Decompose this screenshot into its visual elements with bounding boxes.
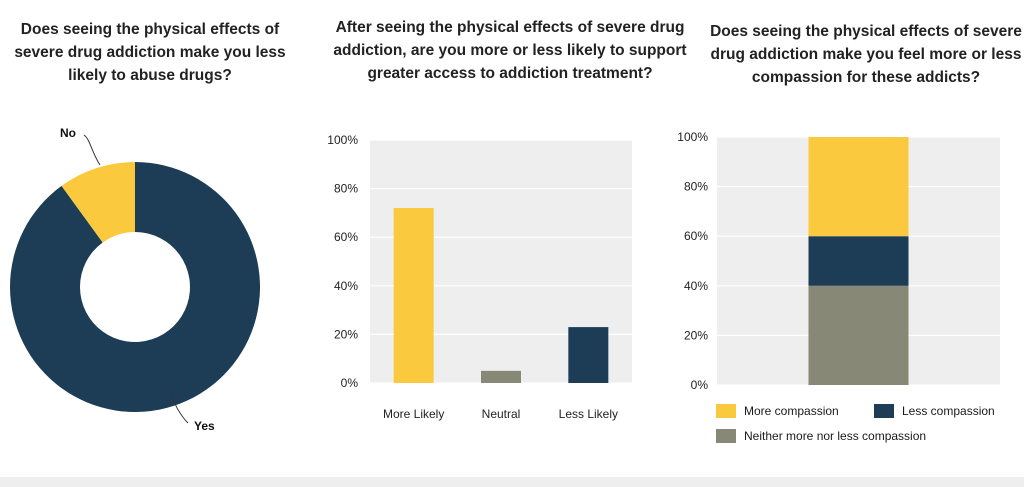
legend-label-neither: Neither more nor less compassion [744, 429, 927, 443]
bar-more-likely [393, 208, 434, 383]
bar-neutral [481, 370, 521, 383]
yes-leader-line [171, 396, 189, 424]
legend-swatch-gray [716, 429, 736, 443]
pie-label-yes: Yes [194, 419, 215, 433]
y-tick-label: 80% [334, 182, 358, 196]
footer-bar [0, 477, 1024, 487]
y-tick-label: 20% [684, 328, 708, 342]
donut-slice-no [61, 162, 136, 243]
stack-segment-neither-more-nor-less-compassion [808, 285, 909, 385]
legend-swatch-navy [874, 404, 894, 418]
y-tick-label: 40% [334, 279, 358, 293]
stacked-bar-compassion: 0% 20% 40% 60% 80% 100% [677, 130, 1000, 392]
legend-item-less: Less compassion [874, 404, 995, 418]
y-tick-label: 80% [684, 180, 708, 194]
stack-segment-more-compassion [808, 137, 909, 237]
y-tick-label: 40% [684, 279, 708, 293]
x-tick-label: Less Likely [559, 407, 618, 421]
legend-label-more: More compassion [744, 404, 839, 418]
chart3-title: Does seeing the physical effects of seve… [710, 23, 1022, 86]
chart1-title: Does seeing the physical effects of seve… [14, 21, 286, 84]
legend-item-more: More compassion [716, 404, 839, 418]
stack-segment-less-compassion [808, 236, 909, 286]
bar-less-likely [568, 327, 609, 383]
x-tick-label: More Likely [383, 407, 444, 421]
y-tick-label: 0% [341, 376, 359, 390]
y-tick-label: 60% [334, 230, 358, 244]
y-tick-label: 0% [691, 378, 709, 392]
chart2-title: After seeing the physical effects of sev… [333, 19, 687, 82]
donut-slice-yes [9, 162, 260, 412]
y-tick-label: 100% [677, 130, 708, 144]
x-tick-label: Neutral [482, 407, 521, 421]
legend-label-less: Less compassion [902, 404, 995, 418]
legend-swatch-yellow [716, 404, 736, 418]
no-leader-line [83, 134, 101, 166]
y-tick-label: 20% [334, 327, 358, 341]
donut-chart: No Yes [9, 126, 260, 433]
bar-chart-treatment: 0% 20% 40% 60% 80% 100% More Likely Neutral Less… [327, 133, 632, 421]
pie-label-no: No [60, 126, 76, 140]
legend-item-neither: Neither more nor less compassion [716, 429, 926, 443]
y-tick-label: 60% [684, 229, 708, 243]
y-tick-label: 100% [327, 133, 358, 147]
